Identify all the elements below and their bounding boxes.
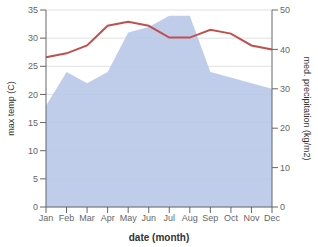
svg-text:50: 50 [280, 5, 290, 15]
svg-text:0: 0 [33, 202, 38, 212]
svg-text:Dec: Dec [264, 213, 281, 223]
svg-text:Nov: Nov [243, 213, 260, 223]
svg-text:30: 30 [280, 84, 290, 94]
svg-text:25: 25 [28, 61, 38, 71]
svg-text:20: 20 [28, 90, 38, 100]
svg-text:Aug: Aug [182, 213, 198, 223]
svg-text:Jul: Jul [164, 213, 176, 223]
svg-text:date (month): date (month) [129, 232, 190, 243]
svg-text:30: 30 [28, 33, 38, 43]
svg-text:Oct: Oct [224, 213, 239, 223]
svg-text:Mar: Mar [79, 213, 95, 223]
svg-text:0: 0 [280, 202, 285, 212]
svg-text:Sep: Sep [202, 213, 218, 223]
svg-text:40: 40 [280, 45, 290, 55]
svg-text:15: 15 [28, 118, 38, 128]
svg-text:Apr: Apr [101, 213, 115, 223]
svg-text:max temp (C): max temp (C) [8, 81, 16, 136]
svg-text:10: 10 [280, 163, 290, 173]
svg-text:May: May [120, 213, 138, 223]
svg-text:35: 35 [28, 5, 38, 15]
svg-text:med. precipitation (kg/m2): med. precipitation (kg/m2) [302, 56, 310, 160]
svg-text:10: 10 [28, 146, 38, 156]
svg-text:20: 20 [280, 123, 290, 133]
svg-text:Jan: Jan [39, 213, 54, 223]
svg-text:Feb: Feb [59, 213, 75, 223]
svg-text:Jun: Jun [141, 213, 156, 223]
svg-text:5: 5 [33, 174, 38, 184]
